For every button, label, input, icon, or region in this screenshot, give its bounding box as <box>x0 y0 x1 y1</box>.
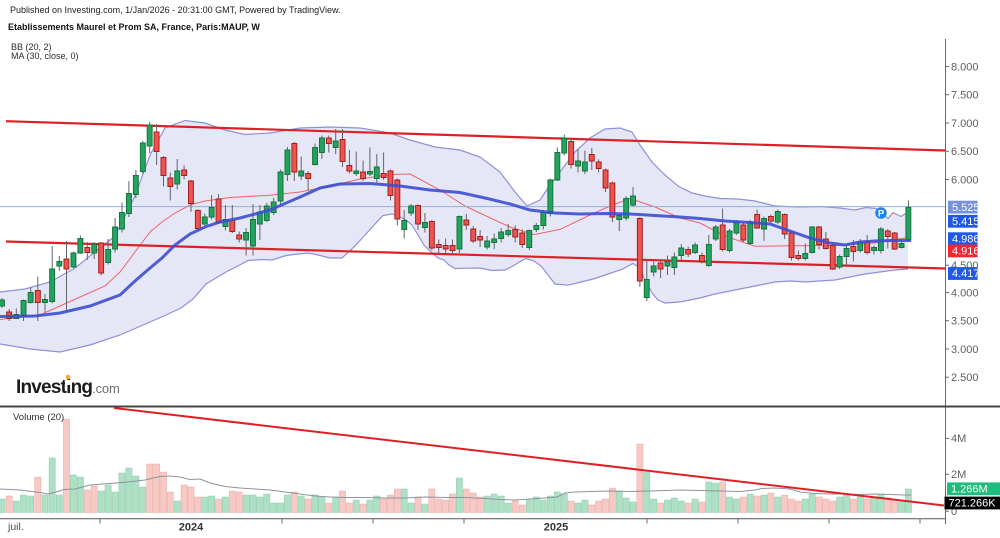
svg-text:juil.: juil. <box>7 521 24 533</box>
svg-text:2024: 2024 <box>179 522 204 534</box>
svg-text:2.500: 2.500 <box>951 372 979 384</box>
svg-text:P: P <box>878 209 885 220</box>
svg-text:5.525: 5.525 <box>952 202 980 214</box>
svg-text:4.916: 4.916 <box>952 246 980 258</box>
svg-text:1.266M: 1.266M <box>951 484 988 496</box>
svg-text:3.500: 3.500 <box>951 316 979 328</box>
svg-text:3.000: 3.000 <box>951 344 979 356</box>
svg-text:6.500: 6.500 <box>951 146 979 158</box>
svg-text:5.415: 5.415 <box>952 216 980 228</box>
svg-text:2M: 2M <box>951 469 966 481</box>
svg-text:2025: 2025 <box>544 522 568 534</box>
svg-text:7.000: 7.000 <box>951 118 979 130</box>
svg-text:4.417: 4.417 <box>952 268 980 280</box>
svg-text:0: 0 <box>951 506 957 518</box>
svg-text:7.500: 7.500 <box>951 90 979 102</box>
svg-text:4M: 4M <box>951 433 966 445</box>
svg-text:4.986: 4.986 <box>952 233 980 245</box>
svg-text:4.000: 4.000 <box>951 287 979 299</box>
svg-text:6.000: 6.000 <box>951 174 979 186</box>
svg-text:721.266K: 721.266K <box>949 498 997 510</box>
svg-text:8.000: 8.000 <box>951 61 979 73</box>
